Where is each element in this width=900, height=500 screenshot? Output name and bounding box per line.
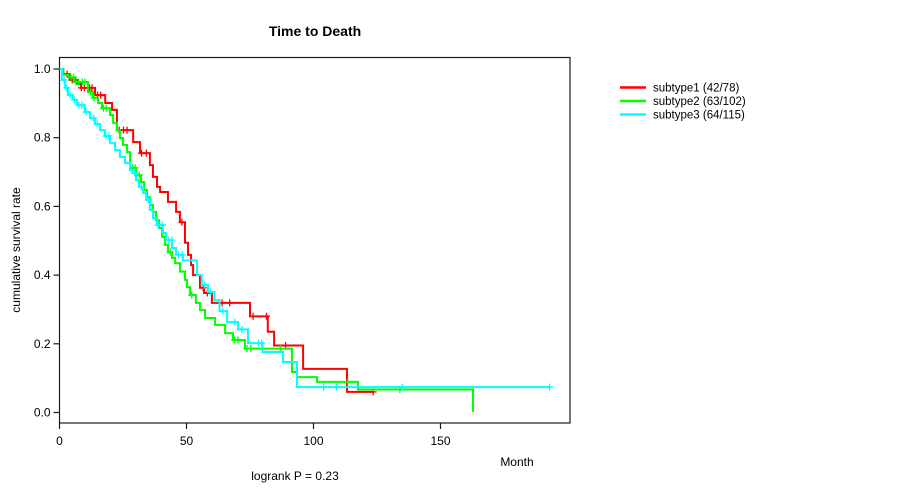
y-tick-label: 1.0 (34, 62, 51, 76)
y-tick-label: 0.4 (34, 268, 51, 282)
x-tick-label: 0 (56, 434, 63, 448)
survival-curve-subtype3 (59, 68, 550, 389)
y-tick-label: 0.8 (34, 131, 51, 145)
chart-title: Time to Death (269, 23, 361, 39)
x-tick-label: 150 (430, 434, 450, 448)
y-axis-label: cumulative survival rate (9, 187, 23, 313)
legend-label-subtype1: subtype1 (42/78) (653, 83, 739, 95)
legend-entry-subtype2: subtype2 (63/102) (620, 96, 746, 108)
y-tick-label: 0.2 (34, 337, 51, 351)
legend: subtype1 (42/78) subtype2 (63/102) subty… (620, 83, 746, 122)
plot-area: 0 50 100 150 1.0 0.8 0.6 0.4 0.2 0.0 (34, 56, 571, 448)
y-tick-label: 0.0 (34, 406, 51, 420)
survival-curve-subtype1 (59, 68, 374, 393)
survival-curve-subtype2 (59, 68, 475, 412)
y-tick-label: 0.6 (34, 199, 51, 213)
x-axis-label: Month (500, 455, 533, 469)
plot-box (58, 56, 571, 424)
legend-label-subtype3: subtype3 (64/115) (653, 110, 745, 122)
logrank-pvalue-annotation: logrank P = 0.23 (251, 469, 339, 483)
x-tick-label: 50 (180, 434, 194, 448)
x-tick-label: 100 (303, 434, 323, 448)
legend-entry-subtype1: subtype1 (42/78) (620, 83, 739, 95)
legend-entry-subtype3: subtype3 (64/115) (620, 110, 745, 122)
legend-label-subtype2: subtype2 (63/102) (653, 96, 746, 108)
